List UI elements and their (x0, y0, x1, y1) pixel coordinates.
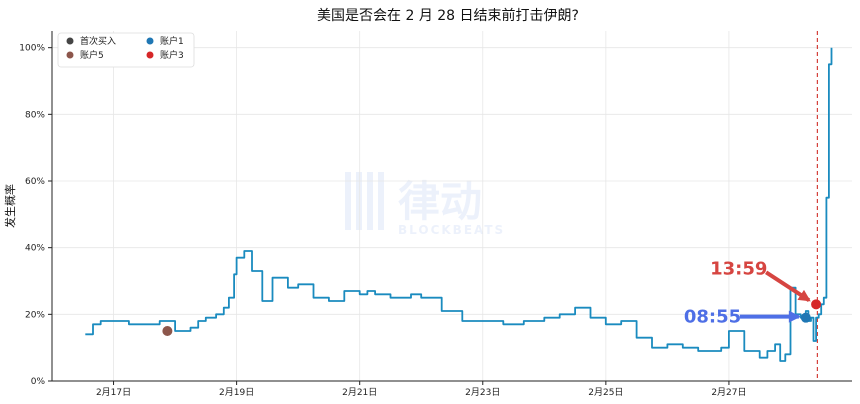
legend: 首次买入 账户1 账户5 账户3 (57, 32, 195, 68)
chart-title: 美国是否会在 2 月 28 日结束前打击伊朗? (317, 7, 579, 24)
legend-label: 账户1 (160, 35, 184, 47)
legend-label: 首次买入 (80, 35, 116, 47)
marker-annotation-label: 13:59 (710, 258, 767, 279)
legend-marker (66, 51, 74, 59)
x-tick-label: 2月17日 (96, 387, 131, 398)
y-tick-label: 20% (25, 310, 45, 320)
watermark: 律动 BLOCKBEATS (345, 172, 505, 237)
legend-label: 账户5 (80, 49, 104, 61)
y-tick-label: 0% (31, 377, 46, 387)
y-tick-label: 100% (19, 44, 45, 54)
x-tick-label: 2月23日 (465, 387, 500, 398)
y-axis-label: 发生概率 (3, 184, 17, 228)
x-ticks: 2月17日 2月19日 2月21日 2月23日 2月25日 2月27日 (96, 381, 747, 398)
marker-annotation-label: 08:55 (684, 307, 741, 328)
watermark-brand-cn: 律动 (398, 177, 482, 226)
y-tick-label: 60% (25, 177, 45, 187)
legend-marker (146, 37, 154, 45)
markers (162, 299, 822, 336)
x-tick-label: 2月25日 (588, 387, 623, 398)
marker-annotation-arrowhead (797, 289, 811, 302)
watermark-logo-icon (345, 172, 384, 230)
legend-label: 账户3 (160, 49, 184, 61)
legend-marker (146, 51, 154, 59)
marker-point (800, 312, 811, 323)
y-tick-label: 80% (25, 110, 45, 120)
x-tick-label: 2月19日 (219, 387, 254, 398)
probability-series-line (85, 47, 833, 362)
x-tick-label: 2月27日 (711, 387, 746, 398)
y-tick-label: 40% (25, 244, 45, 254)
legend-marker (66, 37, 74, 45)
y-ticks: 0% 20% 40% 60% 80% 100% (19, 44, 52, 387)
x-tick-label: 2月21日 (342, 387, 377, 398)
watermark-brand-en: BLOCKBEATS (398, 223, 505, 237)
axes (51, 31, 852, 382)
marker-point (811, 299, 822, 310)
annotations: 08:55 13:59 (684, 258, 811, 328)
legend-box (57, 32, 195, 68)
marker-point (162, 326, 173, 336)
marker-annotation-arrowhead (788, 310, 801, 323)
